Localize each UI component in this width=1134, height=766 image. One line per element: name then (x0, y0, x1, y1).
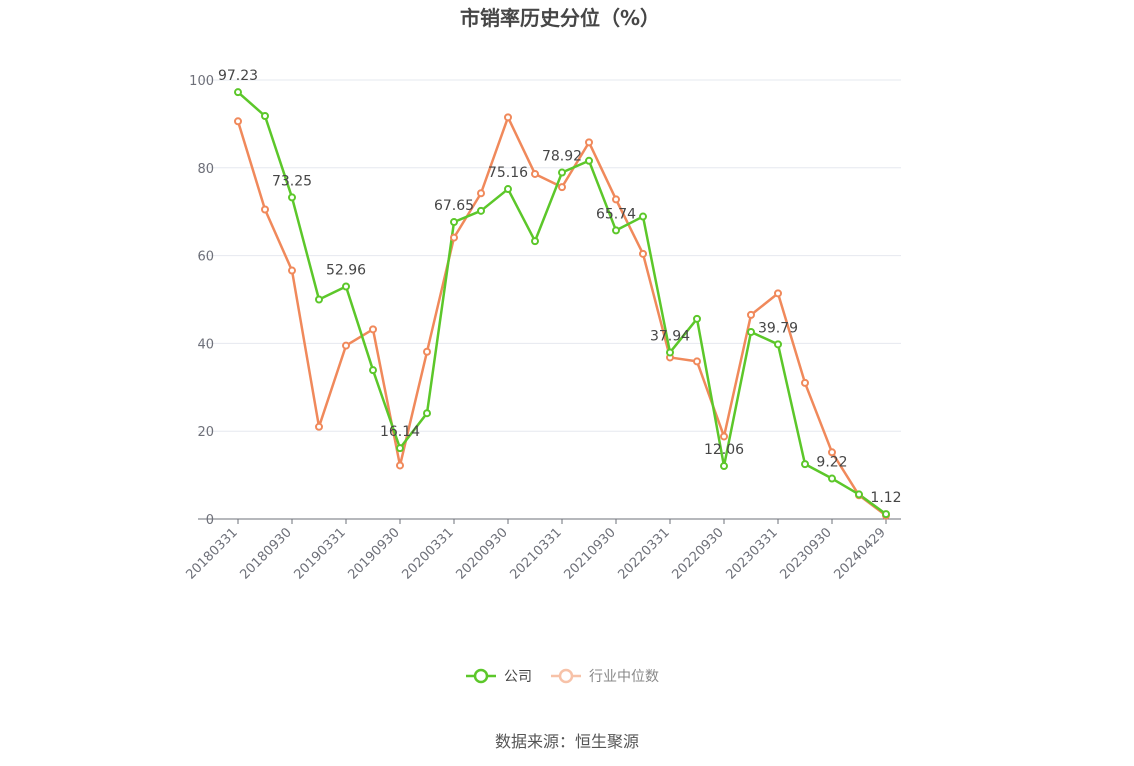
legend[interactable]: 公司 行业中位数 (466, 668, 659, 685)
data-label: 67.65 (434, 198, 474, 214)
legend-item[interactable]: 行业中位数 (551, 668, 659, 685)
y-axis: 0 20 40 60 80 100 (189, 74, 214, 528)
chart-title: 市销率历史分位（%） (460, 6, 660, 30)
data-point (639, 212, 647, 221)
data-point (612, 195, 620, 204)
data-point (261, 205, 269, 214)
data-point (585, 138, 593, 147)
data-point (612, 226, 620, 235)
legend-label: 公司 (504, 669, 532, 685)
legend-swatch-marker (558, 668, 574, 684)
data-point (423, 409, 431, 418)
data-point (423, 347, 431, 356)
series-line-1 (236, 116, 887, 517)
data-point (882, 510, 890, 519)
data-point (801, 460, 809, 469)
data-point (315, 422, 323, 431)
data-point (693, 314, 701, 323)
y-tick-label: 60 (197, 250, 214, 265)
data-point (369, 325, 377, 334)
data-point (801, 378, 809, 387)
legend-item[interactable]: 公司 (466, 668, 532, 685)
data-point (747, 327, 755, 336)
data-label: 97.23 (218, 68, 258, 84)
data-label: 75.16 (488, 165, 528, 181)
x-tick-label: 20230331 (723, 525, 780, 582)
data-point (234, 88, 242, 97)
data-label: 9.22 (816, 455, 847, 471)
series-points (234, 88, 890, 520)
data-point (720, 432, 728, 441)
data-label: 78.92 (542, 149, 582, 165)
data-point (693, 357, 701, 366)
data-point (747, 310, 755, 319)
x-tick-label: 20210930 (561, 525, 618, 582)
x-axis: 2018033120180930201903312019093020200331… (183, 518, 901, 583)
data-point (450, 233, 458, 242)
legend-swatch-marker (473, 668, 489, 684)
x-tick-label: 20180331 (183, 525, 240, 582)
y-tick-label: 80 (197, 162, 214, 177)
data-point (477, 206, 485, 215)
data-point (315, 295, 323, 304)
y-tick-label: 40 (197, 337, 214, 352)
x-tick-label: 20220930 (669, 525, 726, 582)
data-point (720, 462, 728, 471)
data-point (828, 448, 836, 457)
x-tick-label: 20240429 (831, 525, 888, 582)
data-label: 52.96 (326, 263, 366, 279)
data-label: 12.06 (704, 442, 744, 458)
data-point (504, 113, 512, 122)
data-label: 73.25 (272, 173, 312, 189)
data-point (828, 474, 836, 483)
data-point (288, 266, 296, 275)
data-label: 39.79 (758, 320, 798, 336)
data-point (666, 348, 674, 357)
data-point (558, 168, 566, 177)
data-point (234, 117, 242, 126)
y-tick-label: 0 (206, 513, 214, 528)
data-point (639, 249, 647, 258)
x-tick-label: 20220331 (615, 525, 672, 582)
data-point (396, 444, 404, 453)
x-tick-label: 20200331 (399, 525, 456, 582)
data-point (558, 183, 566, 192)
x-tick-label: 20190930 (345, 525, 402, 582)
grid (198, 79, 901, 432)
data-point (288, 193, 296, 202)
data-label: 1.12 (870, 490, 901, 506)
data-point (261, 111, 269, 120)
data-label: 37.94 (650, 328, 690, 344)
y-tick-label: 20 (197, 425, 214, 440)
data-point (342, 282, 350, 291)
legend-label: 行业中位数 (589, 669, 659, 685)
data-label: 16.14 (380, 424, 420, 440)
x-tick-label: 20230930 (777, 525, 834, 582)
data-label: 65.74 (596, 206, 636, 222)
data-point (504, 185, 512, 194)
data-point (585, 156, 593, 165)
data-point (342, 341, 350, 350)
data-point (396, 461, 404, 470)
data-point (477, 189, 485, 198)
x-tick-label: 20200930 (453, 525, 510, 582)
data-point (531, 237, 539, 246)
x-tick-label: 20190331 (291, 525, 348, 582)
data-point (531, 169, 539, 178)
x-tick-label: 20210331 (507, 525, 564, 582)
y-tick-label: 100 (189, 74, 214, 89)
data-point (369, 366, 377, 375)
data-point (855, 490, 863, 499)
source-note: 数据来源：恒生聚源 (495, 732, 639, 751)
data-point (774, 289, 782, 298)
x-tick-label: 20180930 (237, 525, 294, 582)
data-point (774, 340, 782, 349)
data-point (450, 218, 458, 227)
data-labels: 97.23 73.25 52.96 16.14 67.65 75.16 78.92 65.74… (218, 68, 902, 506)
